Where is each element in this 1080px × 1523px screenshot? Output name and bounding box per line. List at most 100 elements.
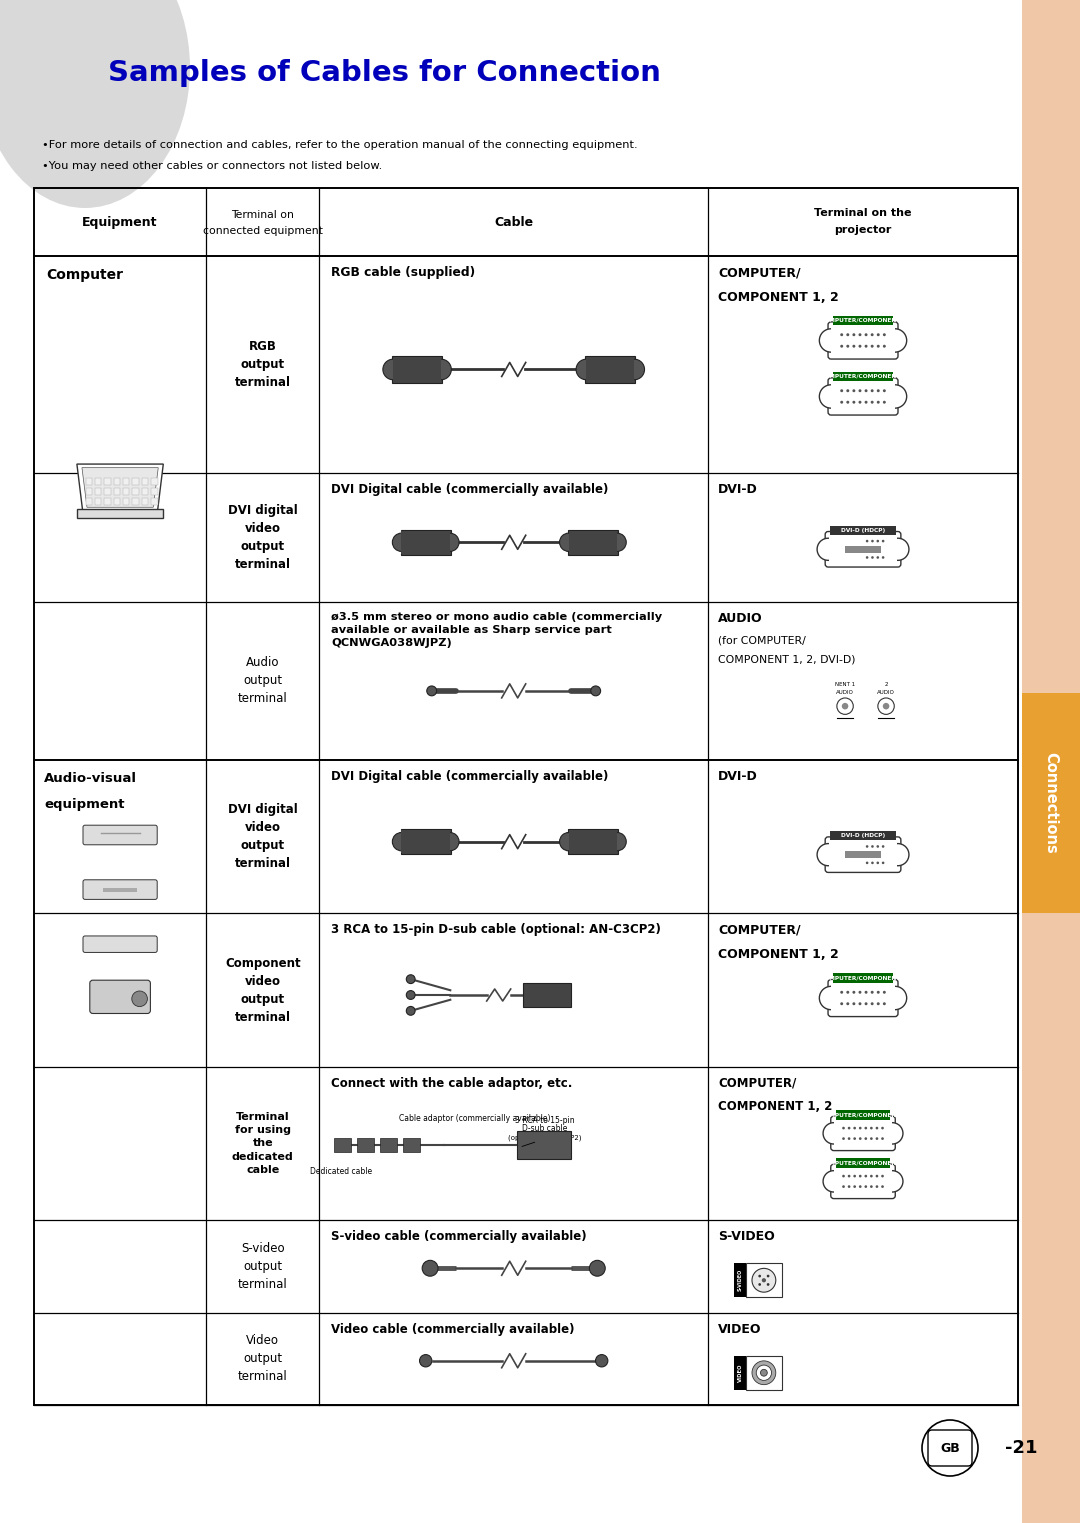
Polygon shape bbox=[82, 468, 159, 507]
Circle shape bbox=[877, 845, 879, 848]
Circle shape bbox=[865, 991, 867, 993]
Text: •You may need other cables or connectors not listed below.: •You may need other cables or connectors… bbox=[42, 161, 382, 171]
FancyBboxPatch shape bbox=[83, 937, 158, 952]
FancyBboxPatch shape bbox=[77, 509, 163, 518]
Text: DVI digital
video
output
terminal: DVI digital video output terminal bbox=[228, 803, 298, 870]
Circle shape bbox=[872, 845, 874, 848]
FancyBboxPatch shape bbox=[517, 1132, 571, 1159]
Circle shape bbox=[877, 334, 880, 337]
Bar bbox=[402, 830, 450, 853]
Text: projector: projector bbox=[835, 225, 892, 235]
Bar bbox=[393, 356, 441, 382]
Bar bbox=[133, 498, 139, 506]
Text: ø3.5 mm stereo or mono audio cable (commercially
available or available as Sharp: ø3.5 mm stereo or mono audio cable (comm… bbox=[332, 612, 662, 649]
Circle shape bbox=[881, 1127, 883, 1130]
Text: D-sub cable: D-sub cable bbox=[522, 1124, 567, 1133]
Circle shape bbox=[848, 1185, 850, 1188]
Text: AUDIO: AUDIO bbox=[836, 690, 854, 694]
Text: RGB cable (supplied): RGB cable (supplied) bbox=[332, 267, 475, 279]
Circle shape bbox=[882, 390, 886, 393]
FancyBboxPatch shape bbox=[825, 838, 901, 873]
Circle shape bbox=[881, 1171, 903, 1193]
Text: 2: 2 bbox=[885, 682, 888, 687]
FancyBboxPatch shape bbox=[833, 315, 893, 326]
Bar bbox=[403, 1138, 420, 1153]
Circle shape bbox=[852, 344, 855, 347]
Bar bbox=[829, 841, 896, 868]
Text: DVI-D: DVI-D bbox=[718, 771, 758, 783]
FancyBboxPatch shape bbox=[828, 378, 897, 416]
Circle shape bbox=[887, 844, 909, 865]
Text: COMPUTER/COMPONENT 2: COMPUTER/COMPONENT 2 bbox=[820, 1161, 906, 1165]
Bar bbox=[95, 498, 102, 506]
Circle shape bbox=[876, 1174, 878, 1177]
Circle shape bbox=[847, 390, 849, 393]
Bar bbox=[105, 498, 111, 506]
Circle shape bbox=[864, 1127, 867, 1130]
FancyBboxPatch shape bbox=[585, 355, 635, 384]
Bar bbox=[141, 478, 148, 484]
Circle shape bbox=[441, 533, 459, 551]
Circle shape bbox=[383, 359, 404, 379]
Text: DVI-D (HDCP): DVI-D (HDCP) bbox=[841, 527, 886, 533]
Polygon shape bbox=[77, 465, 163, 510]
Text: Video
output
terminal: Video output terminal bbox=[238, 1334, 287, 1383]
Circle shape bbox=[818, 844, 839, 865]
Bar bbox=[123, 498, 130, 506]
FancyBboxPatch shape bbox=[1022, 0, 1080, 1523]
FancyBboxPatch shape bbox=[836, 1157, 890, 1168]
Circle shape bbox=[865, 344, 867, 347]
Circle shape bbox=[870, 991, 874, 993]
Circle shape bbox=[132, 991, 147, 1007]
Text: COMPONENT 1, 2, DVI-D): COMPONENT 1, 2, DVI-D) bbox=[718, 655, 855, 664]
Text: (for COMPUTER/: (for COMPUTER/ bbox=[718, 635, 806, 646]
Bar bbox=[95, 487, 102, 495]
Bar bbox=[133, 487, 139, 495]
Bar bbox=[85, 478, 92, 484]
Bar bbox=[141, 498, 148, 506]
Ellipse shape bbox=[0, 0, 190, 209]
Text: S-video
output
terminal: S-video output terminal bbox=[238, 1241, 287, 1292]
Circle shape bbox=[406, 990, 415, 999]
Bar bbox=[105, 487, 111, 495]
Circle shape bbox=[847, 344, 849, 347]
Circle shape bbox=[864, 1185, 867, 1188]
Circle shape bbox=[859, 1138, 862, 1139]
Bar bbox=[103, 888, 137, 892]
Circle shape bbox=[859, 1002, 862, 1005]
FancyBboxPatch shape bbox=[90, 981, 150, 1013]
Circle shape bbox=[841, 704, 849, 710]
Circle shape bbox=[591, 685, 600, 696]
Circle shape bbox=[859, 1185, 862, 1188]
Circle shape bbox=[852, 390, 855, 393]
Text: AUDIO: AUDIO bbox=[877, 690, 895, 694]
FancyBboxPatch shape bbox=[828, 321, 897, 359]
Bar bbox=[380, 1138, 397, 1153]
Circle shape bbox=[848, 1138, 850, 1139]
Text: Terminal on: Terminal on bbox=[231, 210, 294, 221]
Circle shape bbox=[406, 975, 415, 984]
Circle shape bbox=[852, 334, 855, 337]
Circle shape bbox=[866, 556, 868, 559]
Circle shape bbox=[870, 1174, 873, 1177]
Circle shape bbox=[842, 1127, 845, 1130]
FancyBboxPatch shape bbox=[833, 973, 893, 982]
Circle shape bbox=[847, 1002, 849, 1005]
FancyBboxPatch shape bbox=[401, 530, 451, 554]
Text: GB: GB bbox=[940, 1441, 960, 1454]
Circle shape bbox=[842, 1174, 845, 1177]
Circle shape bbox=[882, 344, 886, 347]
Circle shape bbox=[852, 1002, 855, 1005]
Text: NENT 1: NENT 1 bbox=[835, 682, 855, 687]
Bar bbox=[845, 547, 881, 553]
Text: Terminal
for using
the
dedicated
cable: Terminal for using the dedicated cable bbox=[232, 1112, 294, 1174]
Circle shape bbox=[761, 1278, 766, 1282]
Bar bbox=[141, 487, 148, 495]
Circle shape bbox=[853, 1138, 856, 1139]
Text: Equipment: Equipment bbox=[82, 216, 158, 228]
FancyBboxPatch shape bbox=[568, 829, 618, 854]
Circle shape bbox=[872, 556, 874, 559]
Text: equipment: equipment bbox=[44, 798, 124, 810]
Bar bbox=[123, 487, 130, 495]
Circle shape bbox=[864, 1138, 867, 1139]
